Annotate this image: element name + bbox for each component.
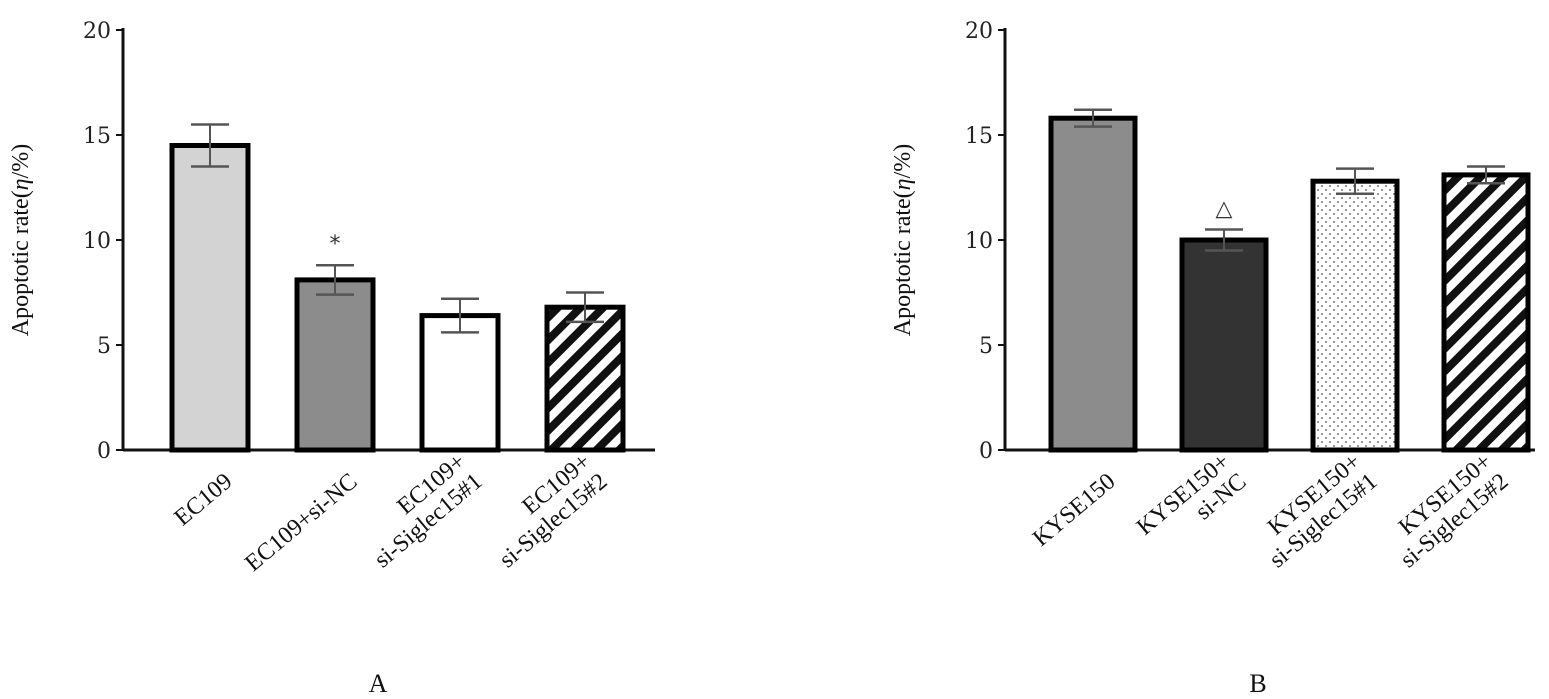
- y-tick-label: 15: [83, 124, 111, 149]
- significance-marker: *: [330, 232, 341, 257]
- category-label: KYSE150+si-Siglec15#2: [1379, 449, 1514, 574]
- bar-1: [1048, 115, 1138, 453]
- bar-3: [1310, 178, 1400, 453]
- category-label: EC109+si-NC: [240, 468, 362, 576]
- y-tick-label: 15: [965, 124, 993, 149]
- panel-label: B: [1249, 669, 1266, 698]
- y-axis-title: Apoptotic rate(η/%): [890, 144, 916, 337]
- bar-4: [544, 304, 626, 453]
- significance-marker: △: [1216, 197, 1233, 222]
- y-tick-label: 10: [83, 229, 111, 254]
- y-tick-label: 0: [979, 439, 993, 464]
- y-tick-label: 5: [979, 334, 993, 359]
- y-tick-label: 5: [97, 334, 111, 359]
- bar-2: [1179, 237, 1269, 453]
- category-label: EC109: [170, 468, 238, 531]
- category-label: EC109+si-Siglec15#1: [353, 449, 488, 574]
- y-axis-title-main: Apoptotic rate(: [890, 190, 916, 336]
- category-label: EC109+si-Siglec15#2: [478, 449, 613, 574]
- category-label-line: KYSE150: [1028, 468, 1120, 551]
- category-label-line: EC109: [170, 468, 238, 531]
- bar-3: [419, 313, 501, 453]
- category-label: KYSE150: [1028, 468, 1120, 551]
- bar-1: [169, 143, 251, 453]
- category-label-line: EC109+si-NC: [240, 468, 362, 576]
- y-axis-title-unit: /%): [890, 144, 916, 179]
- y-tick-label: 10: [965, 229, 993, 254]
- y-tick-label: 20: [965, 19, 993, 44]
- y-axis-title-symbol: η: [8, 178, 34, 190]
- y-axis-title-unit: /%): [8, 144, 34, 179]
- y-axis-title-main: Apoptotic rate(: [8, 190, 34, 336]
- y-axis-title-symbol: η: [890, 178, 916, 190]
- category-label: KYSE150+si-Siglec15#1: [1248, 449, 1383, 574]
- y-tick-label: 20: [83, 19, 111, 44]
- bar-2: [294, 277, 376, 453]
- bar-4: [1441, 172, 1531, 453]
- y-axis-title: Apoptotic rate(η/%): [8, 144, 34, 337]
- panel-label: A: [369, 669, 388, 698]
- y-tick-label: 0: [97, 439, 111, 464]
- category-label: KYSE150+si-NC: [1132, 449, 1251, 561]
